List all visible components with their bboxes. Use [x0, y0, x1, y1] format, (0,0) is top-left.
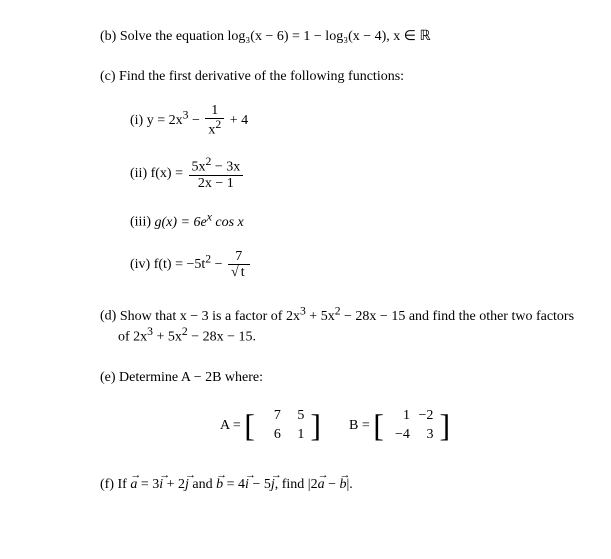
c-iii-label: (iii): [130, 215, 151, 230]
matrix-A: [7 56 1]: [244, 404, 321, 447]
c-iv-label: (iv): [130, 257, 150, 272]
problem-c-text-line: (c) Find the first derivative of the fol…: [100, 69, 591, 85]
text-f: If →a = 3→i + 2→j and →b = 4→i − 5→j, fi…: [118, 477, 353, 492]
e-matrices: A = [7 56 1] B = [1 −2−4 3]: [220, 404, 591, 447]
text-c: Find the first derivative of the followi…: [119, 69, 404, 84]
label-c: (c): [100, 69, 116, 84]
text-e: Determine A − 2B where:: [119, 370, 263, 385]
B-label: B =: [349, 417, 373, 432]
problem-d: (d) Show that x − 3 is a factor of 2x3 +…: [100, 304, 591, 345]
A-label: A =: [220, 417, 244, 432]
problem-f: (f) If →a = 3→i + 2→j and →b = 4→i − 5→j…: [100, 477, 591, 493]
c-ii-lhs: f(x) =: [151, 166, 187, 181]
problem-e-text-line: (e) Determine A − 2B where:: [100, 370, 591, 386]
c-ii-frac: 5x2 − 3x2x − 1: [189, 156, 244, 191]
c-i-lhs: y = 2x3 − 1x2 + 4: [147, 113, 248, 128]
c-ii: (ii) f(x) = 5x2 − 3x2x − 1: [130, 156, 591, 191]
c-i: (i) y = 2x3 − 1x2 + 4: [130, 103, 591, 138]
c-iv-frac: 7√t: [228, 249, 250, 281]
d-line2: of 2x3 + 5x2 − 28x − 15.: [118, 325, 591, 346]
matrix-B: [1 −2−4 3]: [373, 404, 450, 447]
c-i-frac: 1x2: [205, 103, 224, 138]
c-iv-expr: f(t) = −5t2 − 7√t: [154, 257, 252, 272]
c-i-label: (i): [130, 113, 143, 128]
d-line1: Show that x − 3 is a factor of 2x3 + 5x2…: [120, 309, 574, 324]
label-f: (f): [100, 477, 114, 492]
label-e: (e): [100, 370, 116, 385]
label-b: (b): [100, 29, 116, 44]
c-ii-label: (ii): [130, 166, 147, 181]
c-iii: (iii) g(x) = 6ex cos x: [130, 210, 591, 231]
label-d: (d): [100, 309, 116, 324]
text-b: Solve the equation log₃(x − 6) = 1 − log…: [120, 29, 431, 44]
c-iii-text: g(x) = 6ex cos x: [155, 215, 244, 230]
c-iv: (iv) f(t) = −5t2 − 7√t: [130, 249, 591, 281]
problem-c: (c) Find the first derivative of the fol…: [100, 69, 591, 280]
problem-e: (e) Determine A − 2B where: A = [7 56 1]…: [100, 370, 591, 447]
problem-b: (b) Solve the equation log₃(x − 6) = 1 −…: [100, 28, 591, 45]
